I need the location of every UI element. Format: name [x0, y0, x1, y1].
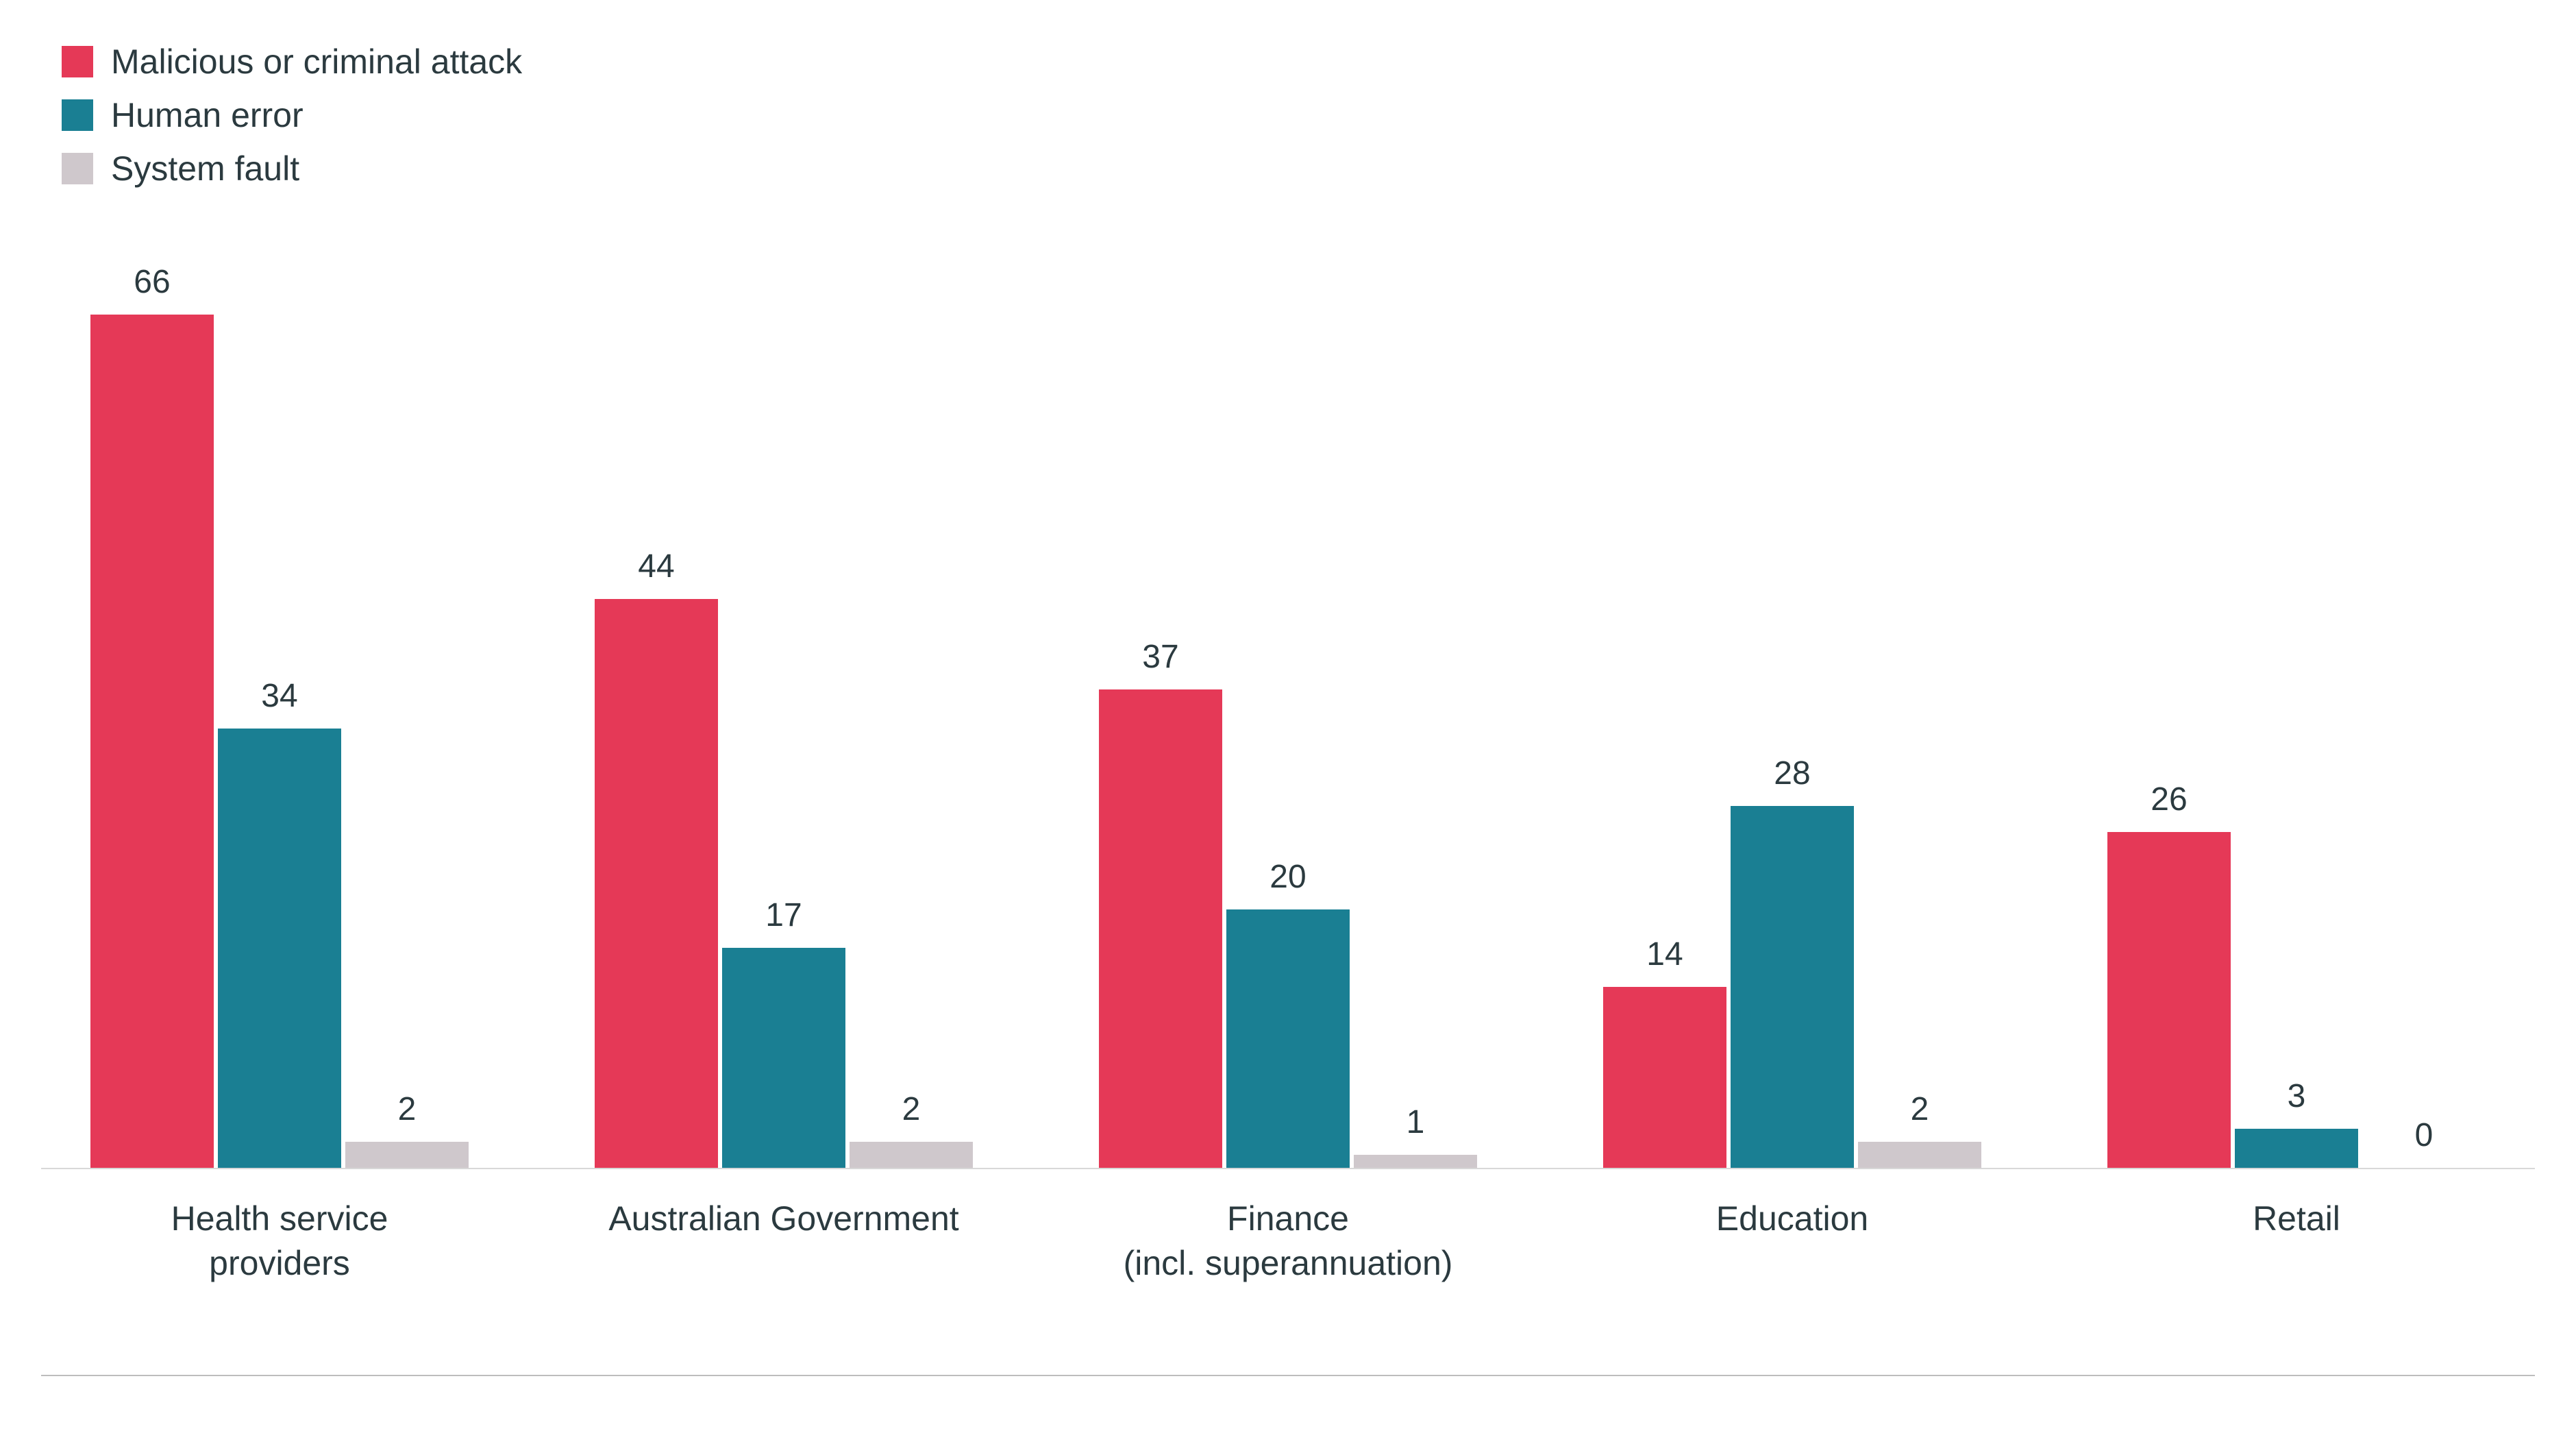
legend-label-system: System fault — [111, 148, 299, 189]
bar-malicious — [595, 599, 718, 1168]
bar-slot: 2 — [850, 237, 973, 1168]
bar-value-label: 37 — [1142, 638, 1178, 676]
bar-value-label: 66 — [134, 263, 170, 301]
grouped-bar-chart: Malicious or criminal attack Human error S… — [0, 0, 2576, 1431]
bar-value-label: 28 — [1774, 755, 1810, 792]
bar-slot: 0 — [2362, 237, 2486, 1168]
bar-group: 37 20 1 — [1077, 237, 1499, 1168]
bar-slot: 26 — [2107, 237, 2231, 1168]
x-axis-label: Health serviceproviders — [69, 1197, 491, 1286]
bar-slot: 14 — [1603, 237, 1726, 1168]
bar-value-label: 14 — [1646, 935, 1683, 973]
bar-value-label: 17 — [765, 896, 802, 934]
bar-malicious — [2107, 832, 2231, 1168]
footer-divider — [41, 1375, 2535, 1376]
bar-system — [345, 1142, 469, 1168]
legend-item-human: Human error — [62, 95, 2535, 136]
bar-group: 66 34 2 — [69, 237, 491, 1168]
bar-group: 44 17 2 — [573, 237, 995, 1168]
bar-slot: 66 — [90, 237, 214, 1168]
bar-value-label: 26 — [2151, 781, 2187, 818]
bar-slot: 17 — [722, 237, 845, 1168]
plot-inner: 66 34 2 44 17 2 37 20 1 14 28 2 26 3 0 — [41, 237, 2535, 1168]
bar-slot: 2 — [1858, 237, 1981, 1168]
bar-system — [850, 1142, 973, 1168]
bar-value-label: 34 — [261, 677, 297, 715]
bar-human — [1731, 806, 1854, 1168]
x-axis-label: Education — [1581, 1197, 2003, 1286]
legend-swatch-system — [62, 153, 93, 184]
x-axis-labels: Health serviceproviders Australian Govern… — [41, 1169, 2535, 1286]
x-axis-label: Finance(incl. superannuation) — [1077, 1197, 1499, 1286]
x-axis-label: Australian Government — [573, 1197, 995, 1286]
legend: Malicious or criminal attack Human error S… — [41, 41, 2535, 189]
legend-label-malicious: Malicious or criminal attack — [111, 41, 522, 82]
legend-swatch-malicious — [62, 46, 93, 77]
legend-item-malicious: Malicious or criminal attack — [62, 41, 2535, 82]
bar-value-label: 1 — [1407, 1103, 1425, 1141]
bar-value-label: 44 — [638, 548, 674, 585]
legend-item-system: System fault — [62, 148, 2535, 189]
bar-malicious — [90, 315, 214, 1168]
plot-area: 66 34 2 44 17 2 37 20 1 14 28 2 26 3 0 — [41, 237, 2535, 1169]
bar-slot: 44 — [595, 237, 718, 1168]
bar-human — [218, 729, 341, 1168]
bar-slot: 2 — [345, 237, 469, 1168]
bar-slot: 34 — [218, 237, 341, 1168]
bar-value-label: 3 — [2288, 1077, 2306, 1115]
bar-human — [2235, 1129, 2358, 1168]
bar-slot: 20 — [1226, 237, 1350, 1168]
bar-slot: 3 — [2235, 237, 2358, 1168]
bar-slot: 28 — [1731, 237, 1854, 1168]
bar-value-label: 2 — [1911, 1090, 1929, 1128]
bar-system — [1858, 1142, 1981, 1168]
bar-group: 14 28 2 — [1581, 237, 2003, 1168]
bar-system — [1354, 1155, 1477, 1168]
bar-value-label: 20 — [1270, 858, 1306, 896]
bar-malicious — [1099, 689, 1222, 1168]
legend-swatch-human — [62, 99, 93, 131]
bar-value-label: 2 — [902, 1090, 921, 1128]
bar-slot: 37 — [1099, 237, 1222, 1168]
legend-label-human: Human error — [111, 95, 304, 136]
bar-slot: 1 — [1354, 237, 1477, 1168]
bar-malicious — [1603, 987, 1726, 1168]
bar-value-label: 2 — [398, 1090, 417, 1128]
x-axis-label: Retail — [2085, 1197, 2507, 1286]
bar-human — [1226, 909, 1350, 1168]
bar-value-label: 0 — [2415, 1116, 2433, 1154]
bar-group: 26 3 0 — [2085, 237, 2507, 1168]
bar-human — [722, 948, 845, 1168]
